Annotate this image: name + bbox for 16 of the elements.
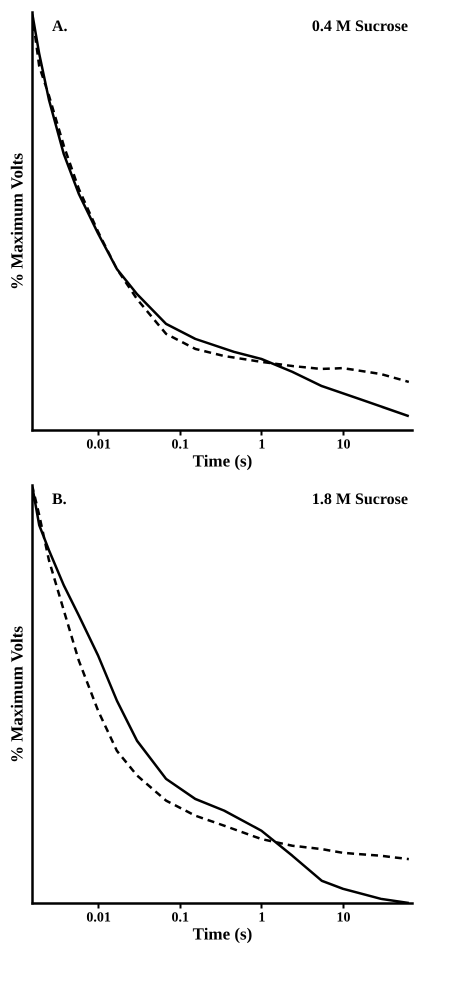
x-tick-label: 10 bbox=[336, 438, 351, 452]
x-axis-title: Time (s) bbox=[192, 452, 252, 470]
x-tick-label: 0.01 bbox=[86, 438, 111, 452]
y-axis-title: % Maximum Volts bbox=[8, 152, 26, 290]
x-tick-label: 10 bbox=[336, 910, 351, 926]
x-axis-title: Time (s) bbox=[192, 924, 252, 944]
annotation: B. bbox=[52, 491, 67, 508]
y-axis-title: % Maximum Volts bbox=[8, 626, 26, 763]
annotation: 1.8 M Sucrose bbox=[312, 491, 408, 508]
annotation: 0.4 M Sucrose bbox=[312, 18, 408, 35]
x-tick-label: 1 bbox=[258, 438, 266, 452]
x-tick-label: 0.1 bbox=[171, 910, 189, 926]
annotation: A. bbox=[52, 18, 68, 35]
x-tick-label: 0.01 bbox=[86, 910, 111, 926]
x-tick-label: 0.1 bbox=[171, 438, 189, 452]
x-tick-label: 1 bbox=[258, 910, 266, 926]
